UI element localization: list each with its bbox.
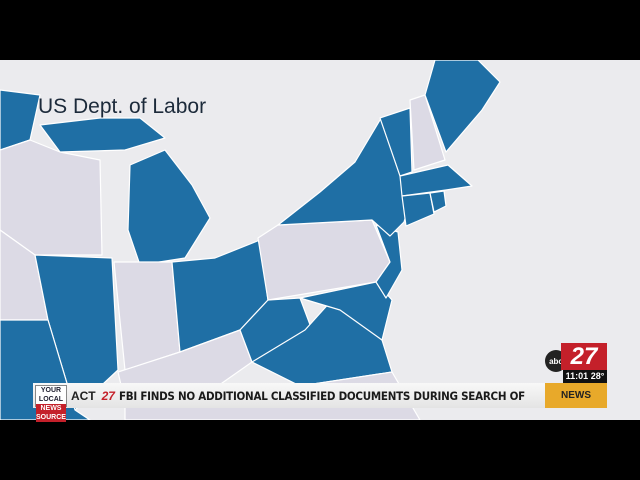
source-label: US Dept. of Labor <box>38 95 207 118</box>
branding-line1: YOUR LOCAL <box>38 386 64 403</box>
state-new-jersey <box>375 224 403 299</box>
state-rhode-island <box>429 190 447 213</box>
branding-badge: YOUR LOCAL NEWS SOURCE <box>35 384 67 422</box>
state-massachusetts <box>399 164 473 197</box>
headline: FBI FINDS NO ADDITIONAL CLASSIFIED DOCUM… <box>118 388 525 403</box>
news-ticker: YOUR LOCAL NEWS SOURCE ACT 27 FBI FINDS … <box>33 383 545 422</box>
channel-number: 27 <box>561 343 607 370</box>
state-indiana <box>113 261 181 371</box>
state-wisconsin <box>0 139 103 256</box>
state-michigan-upper <box>39 117 166 153</box>
clock: 11:01 <box>565 371 589 381</box>
state-maryland-delaware <box>299 281 393 341</box>
state-michigan-lower <box>127 149 211 266</box>
section-label: NEWS <box>545 383 607 408</box>
state-new-hampshire <box>409 94 446 171</box>
time-temperature: 11:01 28° <box>563 370 607 383</box>
temperature: 28° <box>590 371 605 381</box>
channel-mark: 27 <box>101 388 115 403</box>
state-maine <box>424 60 501 153</box>
previous-headline-fragment: ACT <box>70 388 96 403</box>
state-vermont <box>379 107 413 177</box>
station-logo: abc 27 11:01 28° <box>545 343 607 383</box>
branding-line2: NEWS SOURCE <box>36 403 66 422</box>
state-connecticut <box>401 192 435 227</box>
map: US Dept. of Labor <box>0 60 640 420</box>
